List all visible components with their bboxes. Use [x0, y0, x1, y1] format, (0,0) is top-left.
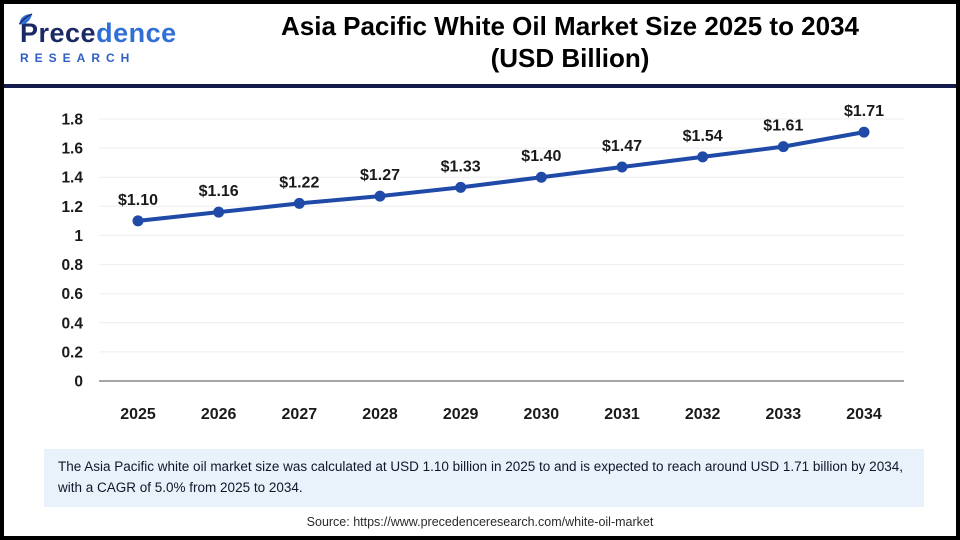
data-point	[132, 215, 144, 227]
data-point	[535, 171, 547, 183]
data-label: $1.16	[199, 183, 239, 200]
header-divider	[4, 84, 956, 88]
leaf-icon	[18, 12, 33, 25]
y-tick-label: 0.6	[61, 286, 83, 303]
x-tick-label: 2028	[362, 406, 398, 423]
x-tick-label: 2033	[766, 406, 802, 423]
data-label: $1.22	[279, 174, 319, 191]
chart-title-line2: (USD Billion)	[490, 43, 650, 73]
y-tick-label: 1	[74, 228, 83, 245]
x-tick-label: 2030	[524, 406, 560, 423]
data-label: $1.40	[521, 148, 561, 165]
data-point	[455, 181, 467, 193]
data-point	[616, 161, 628, 173]
data-point	[858, 126, 870, 138]
y-tick-label: 0	[74, 374, 83, 391]
data-label: $1.47	[602, 138, 642, 155]
brand-subtitle: RESEARCH	[20, 50, 136, 65]
x-tick-label: 2027	[282, 406, 318, 423]
brand-logo: Prece dence RESEARCH	[4, 12, 214, 65]
x-tick-label: 2032	[685, 406, 721, 423]
header: Prece dence RESEARCH Asia Pacific White O…	[4, 4, 956, 80]
y-tick-label: 1.4	[61, 170, 83, 187]
brand-part2: dence	[96, 17, 177, 48]
y-tick-label: 1.6	[61, 141, 83, 158]
x-tick-label: 2034	[846, 406, 882, 423]
chart-title-line1: Asia Pacific White Oil Market Size 2025 …	[280, 10, 860, 41]
y-tick-label: 1.2	[61, 199, 83, 216]
data-label: $1.27	[360, 167, 400, 184]
y-tick-label: 0.2	[61, 344, 83, 361]
chart-title-block: Asia Pacific White Oil Market Size 2025 …	[214, 10, 956, 75]
line-chart: 0 0.2 0.4 0.6 0.8 1 1.2 1.4 1.6 1.8 $1.10 2025 $1.16…	[61, 103, 904, 423]
data-point	[777, 141, 789, 153]
x-tick-label: 2026	[201, 406, 237, 423]
data-label: $1.71	[844, 103, 884, 120]
data-point	[374, 190, 386, 202]
data-point	[213, 206, 225, 218]
y-tick-label: 0.4	[61, 315, 83, 332]
x-tick-label: 2029	[443, 406, 479, 423]
y-tick-label: 1.8	[61, 112, 83, 129]
brand-wordmark: Prece dence	[18, 12, 214, 48]
x-tick-label: 2025	[120, 406, 156, 423]
summary-note: The Asia Pacific white oil market size w…	[44, 449, 924, 507]
series-line	[136, 130, 866, 223]
y-tick-label: 0.8	[61, 257, 83, 274]
data-point	[293, 197, 305, 209]
x-tick-label: 2031	[604, 406, 640, 423]
data-label: $1.54	[683, 128, 723, 145]
chart-area: 0 0.2 0.4 0.6 0.8 1 1.2 1.4 1.6 1.8 $1.10 2025 $1.16…	[4, 88, 956, 444]
data-label: $1.61	[763, 118, 803, 135]
data-label: $1.33	[441, 158, 481, 175]
brand-part1: Prece	[20, 17, 97, 48]
data-point	[697, 151, 709, 163]
source-link[interactable]: Source: https://www.precedenceresearch.c…	[306, 515, 654, 529]
data-label: $1.10	[118, 192, 158, 209]
